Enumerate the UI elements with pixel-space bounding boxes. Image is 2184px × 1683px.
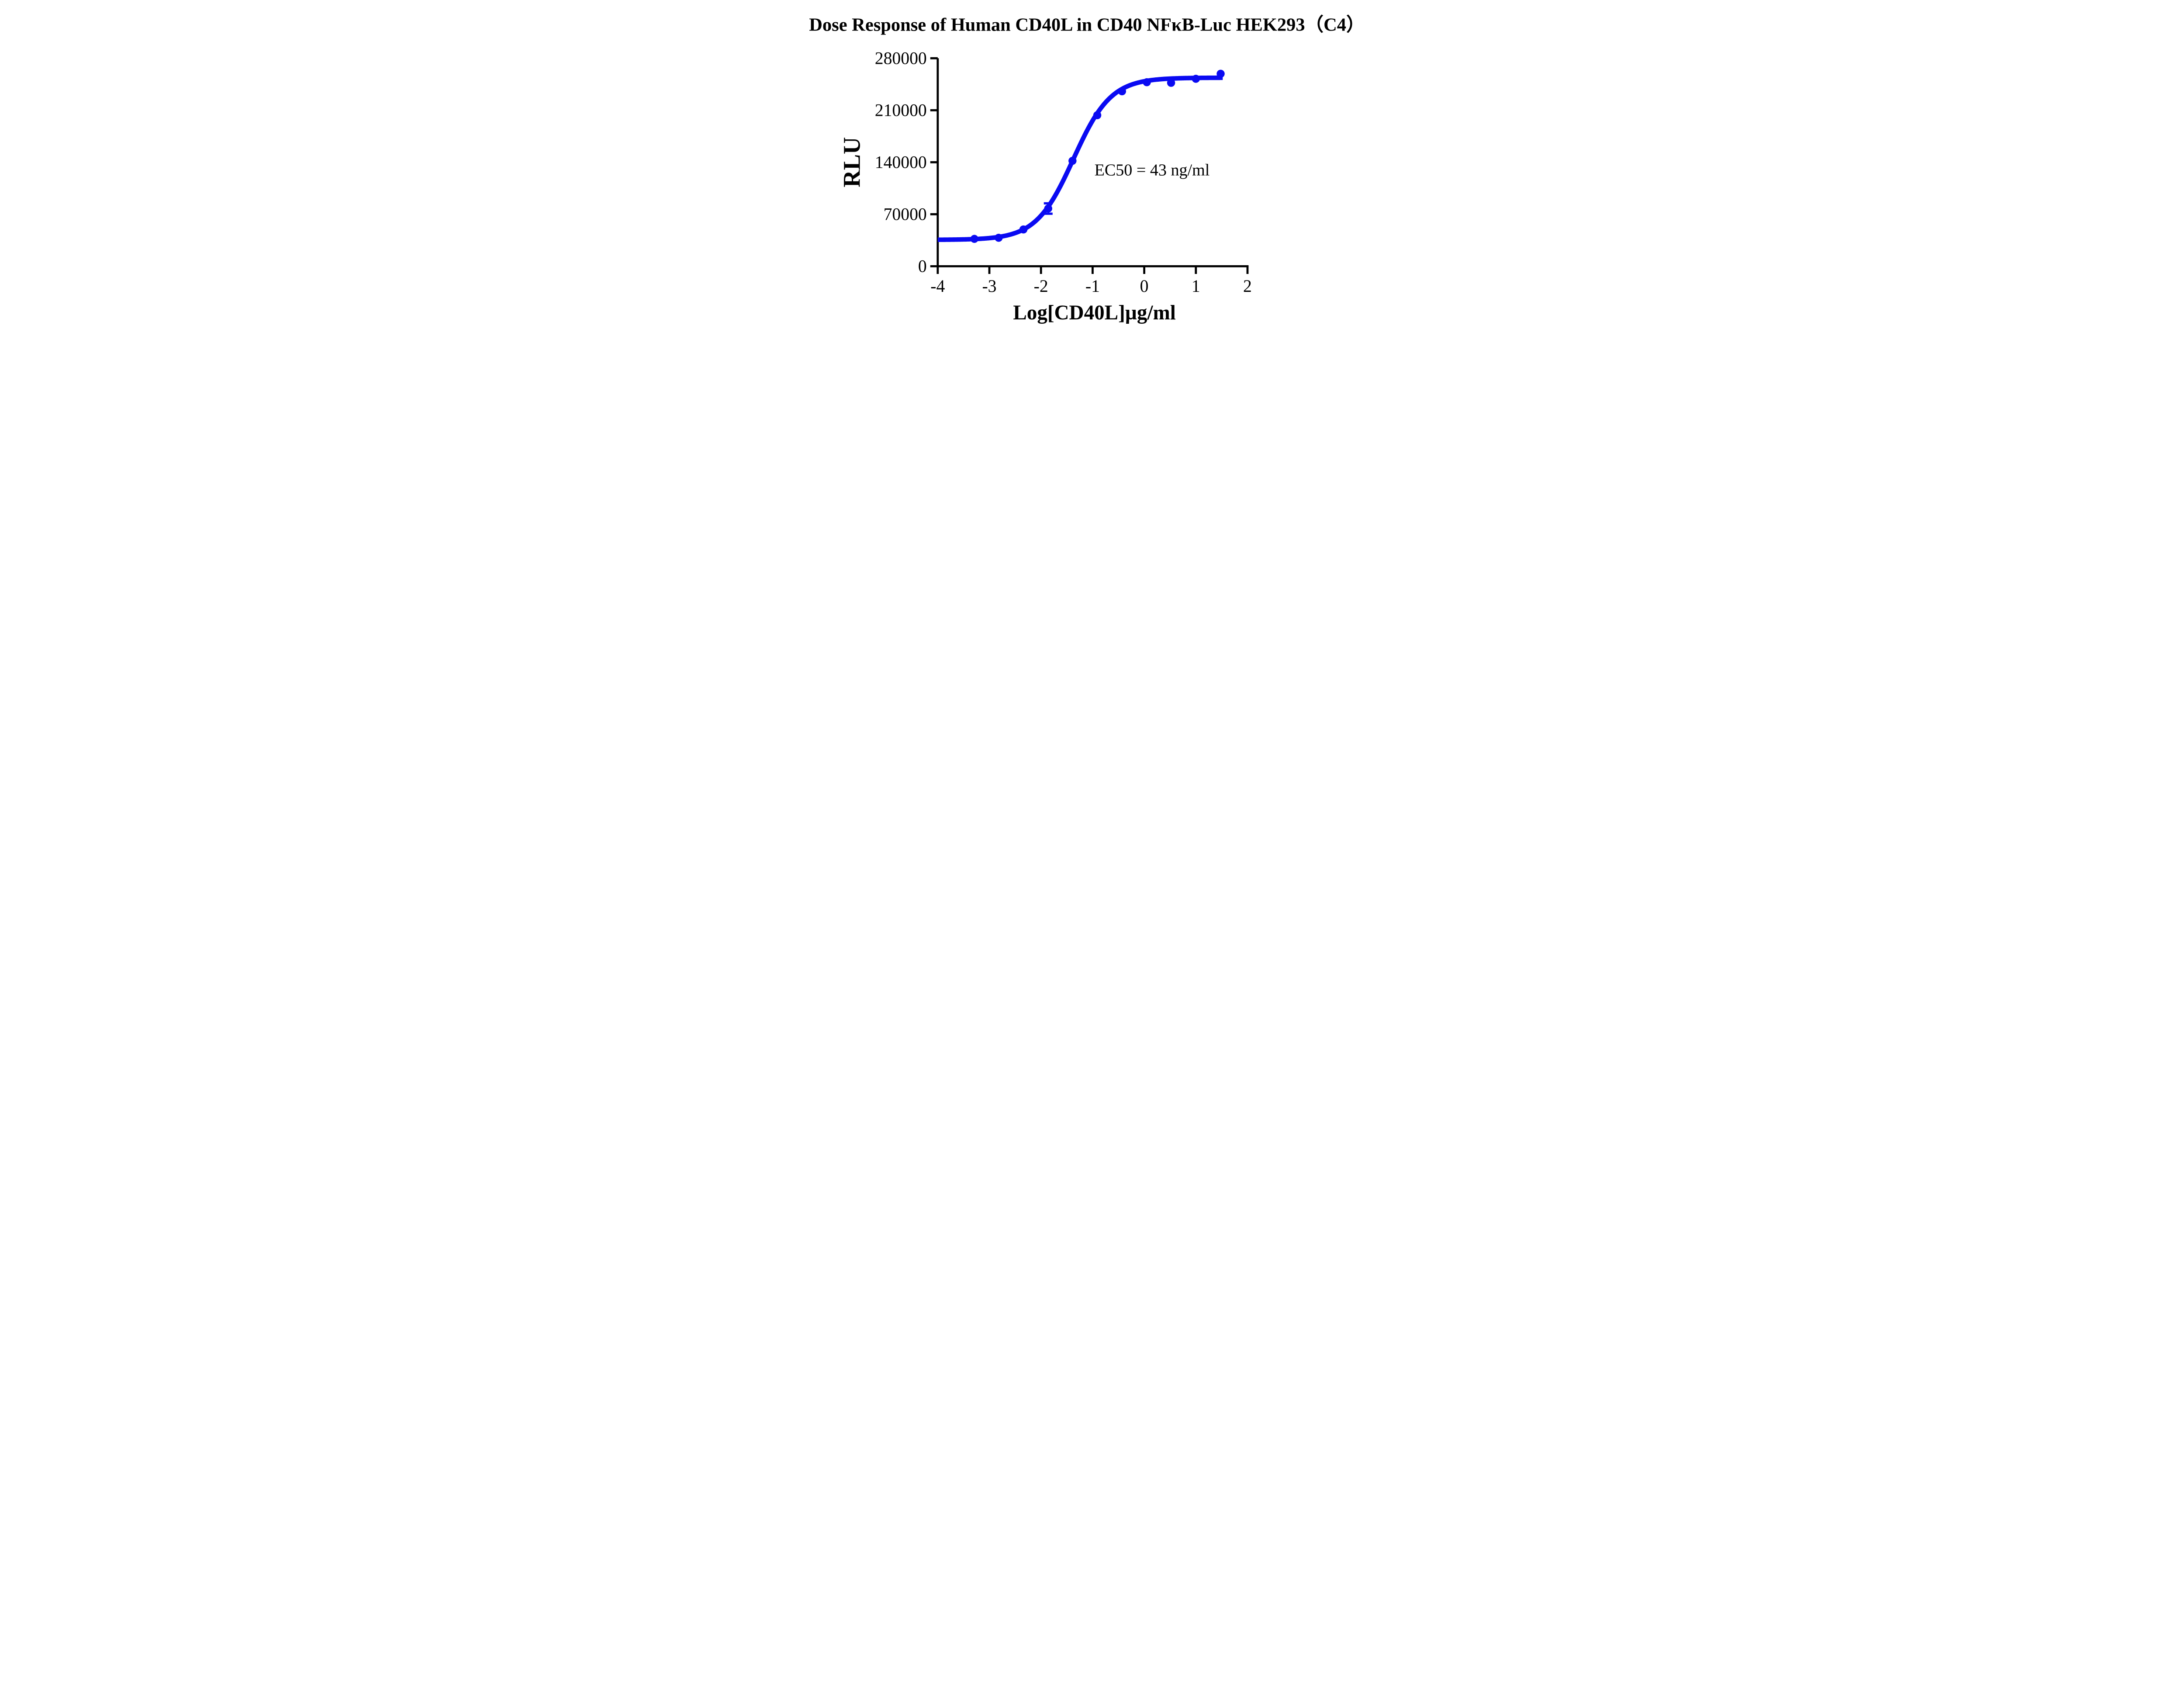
data-point	[1167, 79, 1175, 87]
y-tick-label: 210000	[875, 100, 927, 120]
chart-title: Dose Response of Human CD40L in CD40 NFκ…	[809, 15, 1365, 35]
data-point	[1192, 75, 1200, 83]
y-tick-label: 140000	[875, 152, 927, 172]
data-point	[1143, 78, 1151, 87]
data-point	[995, 234, 1003, 242]
data-point	[1068, 156, 1077, 165]
y-axis-ticks: 0 70000 140000 210000 280000	[875, 48, 938, 276]
x-axis-ticks: -4 -3 -2 -1 0 1 2	[930, 266, 1252, 296]
data-point	[1216, 69, 1225, 78]
y-tick-label: 280000	[875, 48, 927, 68]
data-point	[1093, 111, 1102, 119]
x-tick-label: 1	[1192, 277, 1200, 296]
x-axis-title: Log[CD40L]µg/ml	[1013, 301, 1175, 324]
y-axis-title: RLU	[838, 137, 865, 187]
y-tick-label: 70000	[884, 204, 927, 224]
data-point	[1019, 225, 1028, 234]
fit-curve-group	[936, 75, 1224, 242]
x-tick-label: 0	[1140, 277, 1149, 296]
data-point	[1044, 204, 1052, 213]
x-tick-label: -4	[930, 277, 945, 296]
chart-canvas: Dose Response of Human CD40L in CD40 NFκ…	[809, 15, 1365, 325]
dose-response-curve	[936, 75, 1224, 242]
x-tick-label: -1	[1085, 277, 1100, 296]
dose-response-figure: Dose Response of Human CD40L in CD40 NFκ…	[778, 0, 1406, 338]
x-tick-label: -3	[982, 277, 996, 296]
y-tick-label: 0	[918, 256, 927, 276]
x-tick-label: 2	[1243, 277, 1252, 296]
x-tick-label: -2	[1034, 277, 1048, 296]
ec50-annotation: EC50 = 43 ng/ml	[1095, 161, 1210, 179]
data-points	[970, 69, 1225, 243]
data-point	[970, 235, 978, 243]
data-point	[1118, 87, 1126, 96]
